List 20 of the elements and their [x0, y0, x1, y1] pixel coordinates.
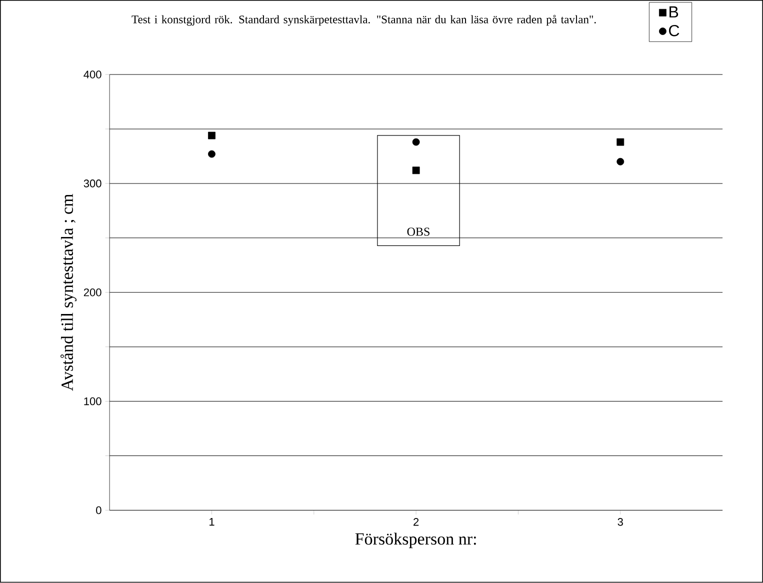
legend-label: C — [669, 25, 680, 36]
x-tick-label: 1 — [210, 518, 214, 526]
y-tick-label: 400 — [84, 70, 102, 79]
x-tick-label: 3 — [618, 518, 623, 526]
point — [616, 158, 624, 166]
x-tick-label: 2 — [414, 518, 419, 526]
text: Test i konstgjord rök. Standard synskärpetesttavla. "Stanna när du kan läsa övre raden på tavlan". — [132, 15, 596, 26]
point — [208, 150, 216, 158]
y-tick-label: 200 — [84, 288, 102, 296]
point — [412, 166, 420, 174]
x-axis-title: Försöksperson nr: — [355, 532, 476, 548]
y-tick-label: 100 — [84, 398, 102, 406]
point — [208, 132, 216, 140]
annotation: OBS — [407, 228, 430, 236]
y-tick-label: 0 — [96, 506, 102, 514]
legend-label: B — [670, 6, 678, 18]
point — [616, 138, 624, 146]
y-tick-label: 300 — [84, 180, 102, 188]
point — [412, 138, 420, 146]
y-axis-title: Avstånd till syntesttavla ; cm — [60, 194, 77, 392]
